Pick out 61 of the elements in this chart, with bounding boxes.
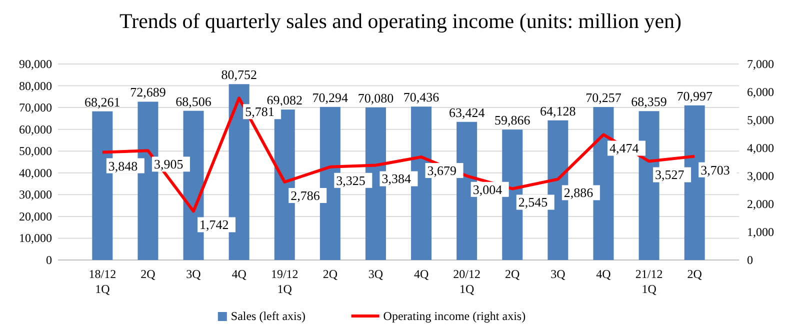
data-label: 3,848 <box>108 158 138 174</box>
data-label: 2,886 <box>564 185 594 200</box>
x-tick-label: 2Q <box>505 267 520 281</box>
x-tick-label: 3Q <box>186 267 202 281</box>
data-label: 68,261 <box>84 94 120 110</box>
y-tick-label: 0 <box>46 253 52 267</box>
y-tick-label: 40,000 <box>19 166 52 180</box>
data-label: 59,866 <box>494 112 531 128</box>
data-label: 3,703 <box>700 162 730 178</box>
y-tick-label: 90,000 <box>19 57 52 71</box>
x-tick-label: 2Q <box>322 267 338 281</box>
x-tick-label: 4Q <box>414 267 429 281</box>
data-label: 80,752 <box>221 67 257 82</box>
y2-tick-label: 0 <box>747 253 753 267</box>
legend-label: Operating income (right axis) <box>383 309 526 323</box>
x-tick-label: 19/12 1Q <box>270 267 298 296</box>
data-label: 3,905 <box>154 156 184 172</box>
x-tick-label: 20/12 1Q <box>453 267 480 296</box>
data-label: 72,689 <box>130 84 166 100</box>
y2-tick-label: 4,000 <box>747 141 774 155</box>
data-label: 2,545 <box>518 194 548 210</box>
data-label: 70,997 <box>676 88 713 104</box>
y2-tick-label: 5,000 <box>747 113 774 127</box>
data-label: 68,506 <box>176 94 212 109</box>
chart-title: Trends of quarterly sales and operating income (units: million yen) <box>119 9 682 33</box>
data-label: 64,128 <box>540 103 576 118</box>
y-tick-label: 70,000 <box>19 100 52 115</box>
x-tick-label: 3Q <box>368 267 384 281</box>
y2-tick-label: 6,000 <box>747 85 774 99</box>
data-label: 2,786 <box>290 188 320 203</box>
data-label: 68,359 <box>631 94 667 110</box>
data-label: 70,257 <box>586 90 622 105</box>
y2-tick-label: 1,000 <box>747 225 774 239</box>
x-tick-label: 2Q <box>140 267 156 281</box>
x-tick-label: 18/12 1Q <box>88 267 116 296</box>
y2-tick-label: 3,000 <box>747 169 774 183</box>
y-tick-label: 50,000 <box>19 144 52 158</box>
y-tick-label: 10,000 <box>19 231 52 246</box>
data-label: 3,325 <box>336 172 366 188</box>
legend-label: Sales (left axis) <box>230 309 306 323</box>
data-label: 3,527 <box>655 167 685 182</box>
y2-tick-label: 7,000 <box>747 57 774 71</box>
y-tick-label: 30,000 <box>19 188 52 202</box>
data-label: 3,384 <box>382 171 412 186</box>
y-tick-label: 80,000 <box>19 78 52 93</box>
y2-tick-label: 2,000 <box>747 197 774 211</box>
x-tick-label: 2Q <box>687 267 702 281</box>
y-tick-label: 60,000 <box>19 122 52 136</box>
x-tick-label: 3Q <box>550 267 566 281</box>
data-label: 70,294 <box>312 90 349 105</box>
data-label: 63,424 <box>448 104 486 120</box>
x-tick-label: 4Q <box>232 267 247 281</box>
x-tick-label: 21/12 1Q <box>635 267 663 296</box>
x-tick-label: 4Q <box>596 267 612 281</box>
data-label: 3,004 <box>472 182 503 197</box>
data-label: 1,742 <box>200 217 229 232</box>
data-label: 70,080 <box>358 90 394 106</box>
data-label: 3,679 <box>427 162 457 178</box>
data-label: 4,474 <box>609 140 640 156</box>
y-tick-label: 20,000 <box>19 209 52 224</box>
data-label: 70,436 <box>403 90 440 105</box>
